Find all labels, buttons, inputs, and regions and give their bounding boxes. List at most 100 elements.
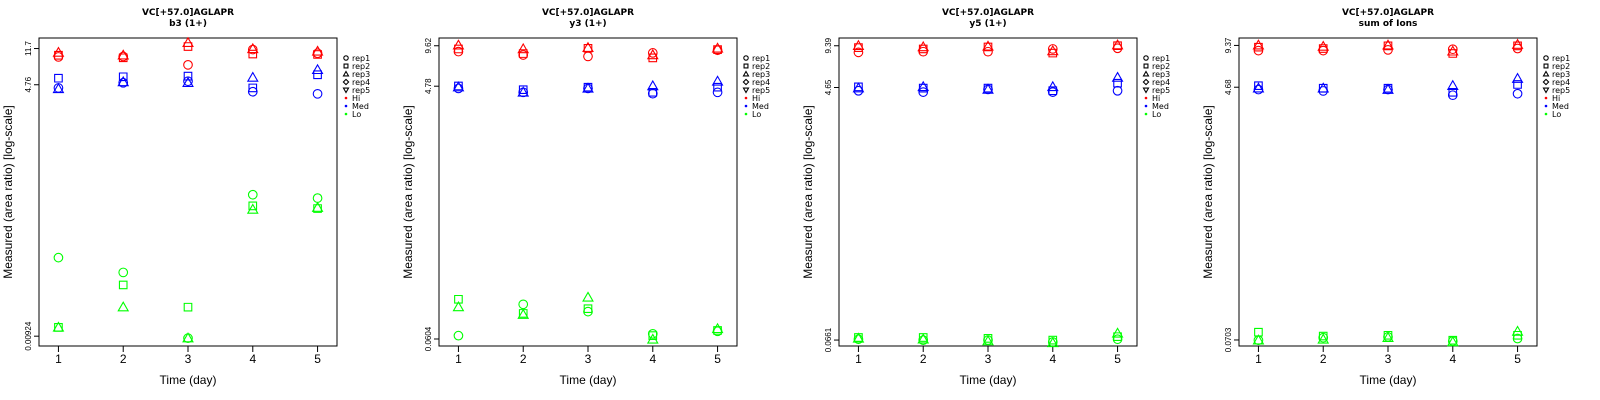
data-point [1317, 40, 1330, 51]
data-point [117, 301, 130, 312]
data-point [582, 82, 594, 93]
plot-frame [38, 37, 338, 347]
data-point [646, 79, 659, 91]
legend-label: Hi [352, 94, 360, 103]
data-point [1446, 335, 1459, 347]
y-tick-label: 4.68 [1224, 79, 1233, 95]
legend-label: Med [352, 102, 369, 111]
x-axis-label: Time (day) [960, 373, 1017, 387]
x-tick-label: 5 [1514, 352, 1521, 366]
data-point [1512, 88, 1523, 99]
data-point [1447, 90, 1458, 101]
data-point [1252, 82, 1265, 93]
x-tick-label: 2 [920, 352, 927, 366]
x-tick-label: 2 [520, 352, 527, 366]
legend-label: rep3 [1152, 70, 1170, 79]
data-point [52, 46, 65, 57]
data-point [246, 71, 259, 82]
data-point [713, 82, 722, 92]
y-tick-label: 9.37 [1224, 37, 1233, 53]
data-point [313, 70, 322, 80]
legend-marker [344, 96, 348, 100]
legend-marker [1142, 78, 1150, 86]
x-tick-label: 1 [55, 352, 62, 366]
data-point [982, 334, 994, 346]
data-point [452, 81, 465, 92]
y-tick-label: 0.0703 [1224, 327, 1233, 352]
data-point [711, 75, 724, 86]
data-point [1382, 331, 1394, 342]
chart-title: VC[+57.0]AGLAPR [142, 8, 234, 18]
data-point [1511, 325, 1524, 336]
data-point [454, 44, 463, 54]
data-point [852, 332, 865, 343]
data-point [1513, 330, 1522, 340]
data-point [1111, 39, 1124, 50]
data-point [246, 203, 259, 214]
data-point [1113, 78, 1122, 88]
legend-label: rep2 [1152, 62, 1170, 71]
x-tick-label: 2 [120, 352, 127, 366]
legend-label: rep1 [752, 54, 770, 63]
legend-label: rep3 [752, 70, 770, 79]
legend-label: rep5 [752, 86, 770, 95]
legend-label: rep1 [352, 54, 370, 63]
data-point [1111, 327, 1124, 338]
data-point [583, 306, 593, 317]
legend-label: rep4 [1152, 78, 1170, 87]
data-point [182, 76, 194, 88]
y-tick-label: 4.78 [424, 78, 433, 94]
legend-marker [1543, 55, 1549, 61]
data-point [983, 46, 993, 57]
data-point [183, 42, 193, 51]
legend-marker [1144, 96, 1148, 100]
data-point [118, 267, 129, 278]
data-point [183, 302, 193, 312]
legend-label: Lo [1552, 110, 1561, 119]
data-point [248, 49, 258, 59]
x-axis-label: Time (day) [560, 373, 617, 387]
chart-subtitle: y3 (1+) [569, 19, 606, 29]
data-point [1446, 79, 1459, 90]
data-point [183, 60, 193, 70]
legend-label: Hi [1152, 94, 1160, 103]
legend-marker [343, 55, 349, 61]
data-point [1112, 334, 1123, 345]
y-tick-label: 4.65 [824, 79, 833, 95]
x-tick-label: 1 [1255, 352, 1262, 366]
legend-marker [344, 104, 348, 108]
legend-label: Hi [752, 94, 760, 103]
data-point [1048, 86, 1058, 96]
data-point [311, 45, 324, 56]
legend-label: Med [1152, 102, 1169, 111]
data-point [853, 47, 864, 58]
legend-marker [1543, 63, 1549, 69]
x-axis-label: Time (day) [1360, 373, 1417, 387]
legend-label: rep5 [1552, 86, 1570, 95]
data-point [248, 201, 258, 211]
y-tick-label: 11.7 [24, 41, 33, 57]
data-point [1318, 331, 1328, 341]
data-point [517, 42, 530, 54]
data-point [711, 322, 724, 334]
data-point [918, 46, 929, 57]
legend-marker [743, 63, 749, 69]
data-point [182, 36, 194, 48]
data-point [1317, 82, 1330, 93]
legend-label: rep4 [1552, 78, 1570, 87]
legend-label: rep2 [352, 62, 370, 71]
data-point [1113, 332, 1122, 341]
data-point [1383, 332, 1393, 342]
data-point [53, 252, 64, 263]
data-point [118, 77, 129, 88]
data-point [518, 49, 528, 58]
legend-marker [742, 78, 750, 86]
data-point [1317, 333, 1330, 344]
chart-title: VC[+57.0]AGLAPR [542, 8, 634, 18]
data-point [711, 42, 724, 53]
data-point [648, 87, 658, 97]
data-point [118, 72, 128, 82]
y-tick-label: 9.62 [424, 37, 433, 53]
legend-label: rep2 [1552, 62, 1570, 71]
